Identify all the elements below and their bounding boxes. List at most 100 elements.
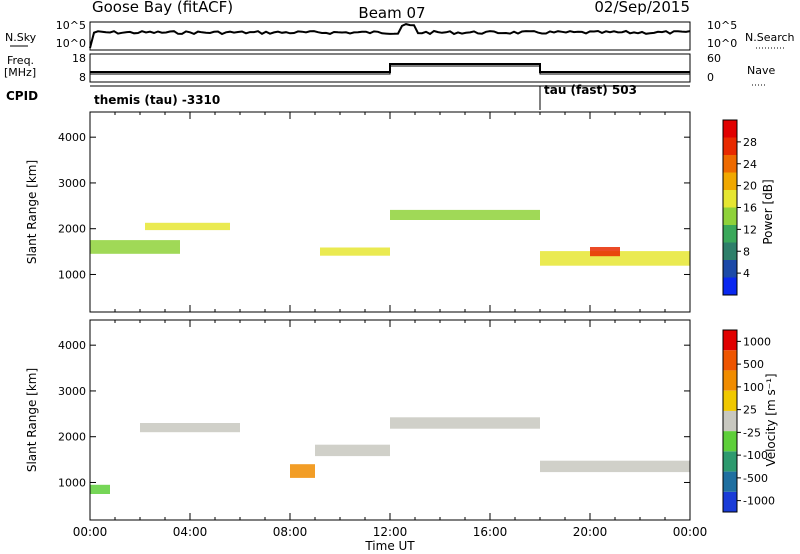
heatmap-feature-0 [140,423,240,433]
velocity-x-ticks [89,320,691,520]
colorbar-swatch [723,410,737,432]
power-y-ticks: 1000 2000 3000 4000 [58,131,690,281]
nave-tick-bottom: 0 [707,71,714,84]
y-tick-label: 4000 [58,339,86,352]
colorbar-tick-label: -25 [743,426,761,439]
station-title: Goose Bay (fitACF) [92,0,233,16]
colorbar-tick-label: -1000 [743,495,775,508]
colorbar-swatch [723,471,737,492]
colorbar-tick-label: 4 [743,267,750,280]
colorbar-swatch [723,431,737,452]
heatmap-feature-1 [145,222,230,231]
heatmap-feature-4 [540,251,690,266]
nsky-tick-bottom: 10^0 [56,37,86,50]
velocity-colorbar-label: Velocity [m s⁻¹] [764,373,778,466]
colorbar-swatch [723,350,737,371]
y-tick-label: 4000 [58,131,86,144]
y-tick-label: 1000 [58,268,86,281]
x-tick-label: 20:00 [573,525,608,539]
nsky-trace [89,23,691,49]
colorbar-tick-label: 500 [743,358,764,371]
colorbar-tick-label: 25 [743,404,757,417]
beam-title: Beam 07 [358,4,425,22]
nsky-frame [89,21,691,51]
nsky-label: N.Sky [5,31,37,44]
heatmap-feature-2 [320,247,390,256]
nave-trace [90,65,690,75]
colorbar-tick-label: -500 [743,472,768,485]
x-tick-label: 12:00 [373,525,408,539]
colorbar-tick-label: 28 [743,136,757,149]
freq-label-line2: [MHz] [4,66,36,79]
x-tick-label: 00:00 [73,525,108,539]
colorbar-swatch [723,207,737,225]
colorbar-tick-label: 8 [743,245,750,258]
nave-label: Nave [747,64,775,77]
colorbar-tick-label: 12 [743,223,757,236]
power-colorbar: 4 8 12 16 20 24 28 Power [dB] [722,119,775,296]
freq-trace [90,63,690,73]
heatmap-feature-3 [540,460,690,473]
colorbar-tick-label: 1000 [743,335,771,348]
colorbar-swatch [723,491,737,512]
power-y-axis-title: Slant Range [km] [25,160,39,264]
freq-frame [89,53,691,83]
heatmap-feature-5 [590,247,620,257]
x-tick-label: 04:00 [173,525,208,539]
y-tick-label: 3000 [58,385,86,398]
colorbar-tick-label: 24 [743,158,757,171]
velocity-heatmap-cells [90,417,690,494]
colorbar-swatch [723,242,737,260]
colorbar-tick-label: -100 [743,449,768,462]
nave-tick-top: 60 [707,52,721,65]
power-x-ticks [89,112,691,312]
y-tick-label: 1000 [58,476,86,489]
x-tick-label: 08:00 [273,525,308,539]
velocity-colorbar-cells [723,330,737,512]
colorbar-swatch [723,120,737,138]
colorbar-swatch [723,225,737,243]
heatmap-feature-1 [315,444,390,457]
colorbar-swatch [723,277,737,295]
y-tick-label: 3000 [58,177,86,190]
velocity-colorbar-frame [722,329,738,513]
x-tick-label: 00:00 [673,525,708,539]
colorbar-swatch [723,390,737,411]
cpid-segment-1: themis (tau) -3310 [94,93,220,107]
nsearch-label: N.Search [745,31,795,44]
cpid-segment-2: tau (fast) 503 [544,83,637,97]
colorbar-tick-label: 16 [743,202,757,215]
nsky-strip: N.Sky 10^5 10^0 10^5 10^0 N.Search [5,19,795,51]
velocity-colorbar: 1000 500 100 25 -25 -100 -500 -1000 Velocity [m… [722,329,778,513]
heatmap-feature-2 [390,417,540,429]
nsky-tick-top: 10^5 [56,19,86,32]
power-panel: 1000 2000 3000 4000 Slant Range [km] [25,111,691,313]
colorbar-tick-label: 20 [743,180,757,193]
y-tick-label: 2000 [58,223,86,236]
velocity-panel: 1000 2000 3000 4000 Slant Range [km] [25,319,691,521]
colorbar-swatch [723,370,737,391]
colorbar-swatch [723,190,737,208]
heatmap-feature-4 [290,464,315,478]
colorbar-swatch [723,330,737,351]
velocity-y-axis-title: Slant Range [km] [25,368,39,472]
velocity-y-ticks: 1000 2000 3000 4000 [58,339,690,489]
velocity-colorbar-ticks: 1000 500 100 25 -25 -100 -500 -1000 [737,335,775,508]
freq-strip: Freq. [MHz] 18 8 60 0 Nave [4,52,775,86]
colorbar-tick-label: 100 [743,381,764,394]
x-axis-tick-labels: 00:00 04:00 08:00 12:00 16:00 20:00 00:00 [73,525,708,539]
power-colorbar-cells [723,120,737,295]
freq-tick-bottom: 8 [79,71,86,84]
y-tick-label: 2000 [58,431,86,444]
colorbar-swatch [723,172,737,190]
heatmap-feature-0 [90,240,180,254]
power-colorbar-label: Power [dB] [761,179,775,244]
colorbar-swatch [723,137,737,155]
colorbar-swatch [723,260,737,278]
colorbar-swatch [723,155,737,173]
nsearch-tick-bottom: 10^0 [707,37,737,50]
heatmap-feature-3 [390,209,540,220]
freq-tick-top: 18 [72,52,86,65]
x-tick-label: 16:00 [473,525,508,539]
